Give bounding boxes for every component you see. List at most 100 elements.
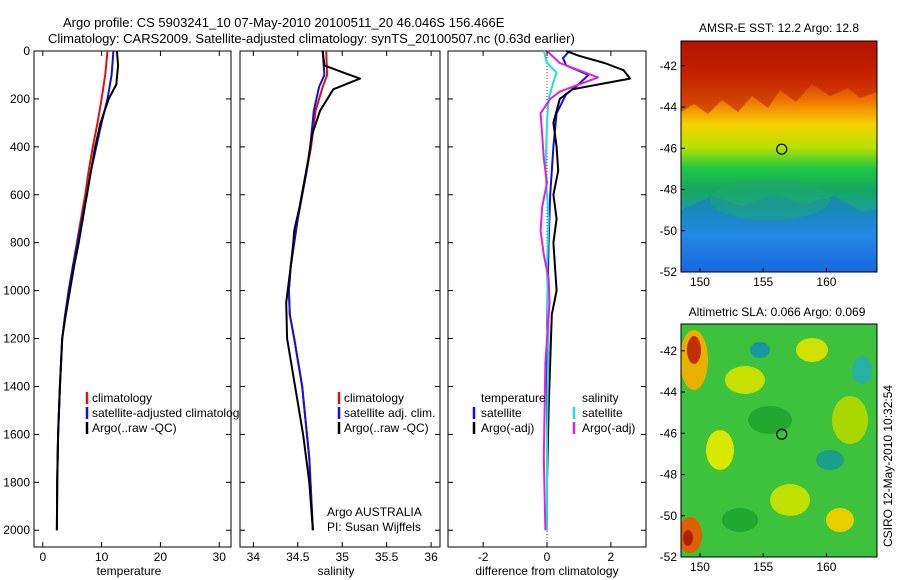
sla-map-frame [680, 323, 878, 558]
sla-anomaly-blob [722, 508, 758, 532]
sla-anomaly-blob [770, 484, 810, 516]
temperature-panel: 0 10 20 30 0 200 400 600 800 1000 1200 1400 1600 180… [3, 44, 245, 578]
sla-anomaly-blob [683, 530, 693, 546]
map-x-tick-label: 150 [690, 275, 710, 289]
legend-header-salinity: salinity [582, 391, 619, 405]
temperature-series [55, 50, 120, 531]
x-tick-label: 2 [608, 550, 615, 564]
salinity-series [285, 50, 361, 531]
salinity-legend: climatology satellite adj. clim. Argo(..… [337, 391, 435, 435]
legend-label-argo: Argo(..raw -QC) [92, 421, 177, 435]
sla-anomaly-blob [687, 336, 701, 364]
map-y-tick-label: -52 [660, 550, 678, 564]
sla-map-title: Altimetric SLA: 0.066 Argo: 0.069 [689, 305, 866, 319]
salinity-axes-box [239, 50, 441, 548]
series-line-satellite-adj-clim [287, 50, 326, 531]
y-tick-label: 400 [10, 140, 30, 154]
map-y-tick-label: -48 [660, 468, 678, 482]
salinity-x-ticks: 34 34.5 35 35.5 36 [247, 51, 438, 564]
legend-label-argo: Argo(..raw -QC) [344, 421, 429, 435]
series-line-salinity-satellite [542, 50, 558, 531]
x-tick-label: 35.5 [375, 550, 399, 564]
series-line-temperature-argo-adj [546, 50, 631, 531]
sla-anomaly-blob [832, 396, 868, 444]
y-tick-label: 800 [10, 236, 30, 250]
map-y-tick-label: -50 [660, 224, 678, 238]
x-tick-label: 34.5 [286, 550, 310, 564]
legend-label-climatology: climatology [92, 391, 152, 405]
map-y-tick-label: -46 [660, 426, 678, 440]
y-tick-label: 1400 [3, 379, 30, 393]
y-tick-label: 1000 [3, 284, 30, 298]
map-y-tick-label: -44 [660, 100, 678, 114]
map-x-tick-label: 160 [816, 275, 836, 289]
sst-map-y-ticks: -52 -50 -48 -46 -44 -42 [660, 59, 685, 279]
map-y-tick-label: -46 [660, 141, 678, 155]
series-line-argo-raw-qc [285, 50, 361, 531]
salinity-panel: 34 34.5 35 35.5 36 salinity climatology sate… [239, 50, 441, 578]
x-tick-label: 0 [39, 550, 46, 564]
temperature-x-ticks: 0 10 20 30 [39, 51, 226, 564]
difference-panel: -2 0 2 difference from climatology tempera… [447, 50, 647, 578]
sla-anomaly-blob [816, 450, 844, 470]
y-tick-label: 600 [10, 188, 30, 202]
temperature-axes-box [33, 50, 232, 548]
legend-label-sal-satellite: satellite [582, 406, 623, 420]
y-tick-label: 1600 [3, 427, 30, 441]
sst-map-panel: AMSR-E SST: 12.2 Argo: 12.8 150 155 160 -5… [660, 21, 878, 289]
sst-argo-position-marker [776, 143, 788, 155]
map-x-tick-label: 155 [753, 275, 773, 289]
sst-map-title: AMSR-E SST: 12.2 Argo: 12.8 [699, 21, 859, 35]
difference-x-axis-label: difference from climatology [475, 564, 618, 578]
sst-warm-tongue [681, 41, 877, 114]
sla-anomaly-blob [706, 430, 734, 470]
sla-map-panel: Altimetric SLA: 0.066 Argo: 0.069 150 155… [660, 305, 878, 574]
sla-map-x-ticks: 150 155 160 [690, 553, 837, 574]
difference-y-ticks [448, 50, 646, 531]
sla-map-y-ticks: -52 -50 -48 -46 -44 -42 [660, 344, 685, 564]
temperature-x-axis-label: temperature [97, 564, 162, 578]
sla-anomaly-blob [826, 508, 854, 532]
map-y-tick-label: -52 [660, 265, 678, 279]
map-x-tick-label: 155 [753, 560, 773, 574]
y-tick-label: 1200 [3, 332, 30, 346]
map-x-tick-label: 150 [690, 560, 710, 574]
header-line-2: Climatology: CARS2009. Satellite-adjuste… [48, 31, 575, 46]
legend-label-temp-satellite: satellite [481, 406, 522, 420]
sst-green-eddy [710, 180, 830, 220]
x-tick-label: 30 [213, 550, 227, 564]
legend-label-temp-argo: Argo(-adj) [481, 421, 534, 435]
legend-label-satellite: satellite adj. clim. [344, 406, 435, 420]
legend-label-satellite: satellite-adjusted climatology [92, 406, 245, 420]
map-y-tick-label: -44 [660, 385, 678, 399]
salinity-y-ticks [240, 50, 440, 531]
map-y-tick-label: -42 [660, 59, 678, 73]
x-tick-label: 10 [95, 550, 109, 564]
y-tick-label: 0 [23, 44, 30, 58]
x-tick-label: 0 [544, 550, 551, 564]
series-line-salinity-argo-adj [539, 50, 600, 531]
sla-anomaly-blob [748, 406, 792, 434]
map-x-tick-label: 160 [816, 560, 836, 574]
principal-investigator-label: PI: Susan Wijffels [327, 520, 421, 534]
x-tick-label: 36 [424, 550, 438, 564]
legend-label-climatology: climatology [344, 391, 404, 405]
sla-argo-position-marker [776, 428, 788, 440]
credit-timestamp: CSIRO 12-May-2010 10:32:54 [881, 385, 895, 547]
x-tick-label: 20 [154, 550, 168, 564]
legend-header-temperature: temperature [481, 391, 546, 405]
sla-anomaly-blob [852, 356, 872, 384]
x-tick-label: -2 [478, 550, 489, 564]
y-tick-label: 200 [10, 92, 30, 106]
map-y-tick-label: -42 [660, 344, 678, 358]
map-y-tick-label: -50 [660, 509, 678, 523]
temperature-y-ticks: 0 200 400 600 800 1000 1200 1400 1600 1800 2000 [3, 44, 231, 537]
sst-map-x-ticks: 150 155 160 [690, 268, 837, 289]
temperature-legend: climatology satellite-adjusted climatolo… [85, 391, 245, 435]
difference-x-ticks: -2 0 2 [478, 51, 615, 564]
argo-program-label: Argo AUSTRALIA [327, 505, 422, 519]
difference-series [539, 50, 631, 531]
map-y-tick-label: -48 [660, 183, 678, 197]
y-tick-label: 1800 [3, 475, 30, 489]
header-line-1: Argo profile: CS 5903241_10 07-May-2010 … [63, 15, 505, 30]
